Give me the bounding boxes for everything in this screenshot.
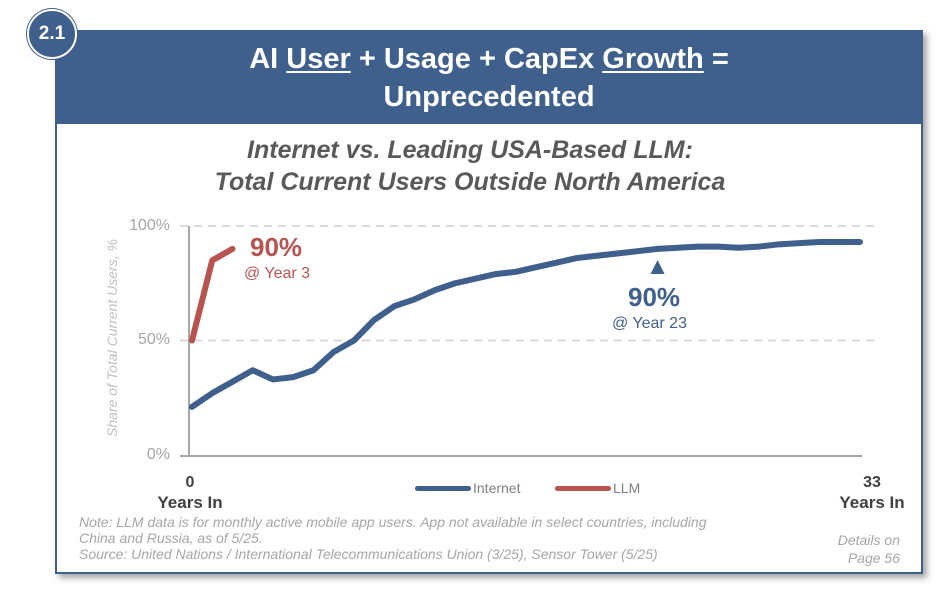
footnote-line: Note: LLM data is for monthly active mob… xyxy=(79,514,707,530)
banner-part-growth: Growth xyxy=(602,43,704,75)
slide-banner: AI User + Usage + CapEx Growth = Unprece… xyxy=(57,32,921,124)
details-line: Details on xyxy=(837,532,900,548)
x-tick-start: 0 Years In xyxy=(140,473,240,513)
legend-item-llm: LLM xyxy=(555,480,640,496)
x-tick-sublabel: Years In xyxy=(157,493,223,512)
x-tick-label: 0 xyxy=(185,474,195,491)
x-tick-end: 33 Years In xyxy=(822,473,922,513)
legend-label: LLM xyxy=(613,480,641,496)
series-line-llm xyxy=(189,245,236,344)
chart-title-line1: Internet vs. Leading USA-Based LLM: xyxy=(247,136,693,164)
x-tick-sublabel: Years In xyxy=(839,493,905,512)
banner-part: + Usage + CapEx xyxy=(350,43,603,75)
internet-annotation-value: 90% xyxy=(628,282,681,312)
section-badge: 2.1 xyxy=(27,9,77,59)
llm-annotation-value: 90% xyxy=(250,232,303,262)
banner-part: = xyxy=(703,43,729,75)
banner-title-line1: AI User + Usage + CapEx Growth = xyxy=(57,40,921,78)
banner-part: AI xyxy=(249,43,287,75)
triangle-up-icon xyxy=(650,260,665,274)
chart-title-line2: Total Current Users Outside North Americ… xyxy=(214,168,726,196)
banner-title-line2: Unprecedented xyxy=(383,81,595,113)
banner-part-user: User xyxy=(286,43,351,75)
legend-swatch-llm xyxy=(555,485,611,491)
llm-annotation-text: @ Year 3 xyxy=(244,265,311,282)
legend-swatch-internet xyxy=(415,485,471,491)
series-line-internet xyxy=(189,239,863,410)
x-tick-label: 33 xyxy=(863,474,881,491)
internet-annotation-text: @ Year 23 xyxy=(612,315,687,332)
footnote-line: China and Russia, as of 5/25. xyxy=(79,530,263,546)
y-tick-label: 0% xyxy=(146,446,170,463)
details-line: Page 56 xyxy=(847,550,900,566)
footnote: Note: LLM data is for monthly active mob… xyxy=(79,514,819,562)
legend-label: Internet xyxy=(473,480,521,496)
legend-item-internet: Internet xyxy=(415,480,520,496)
details-reference: Details on Page 56 xyxy=(800,531,900,567)
y-tick-label: 50% xyxy=(137,331,170,348)
y-tick-label: 100% xyxy=(129,217,170,234)
source-line: Source: United Nations / International T… xyxy=(79,546,658,562)
chart-title: Internet vs. Leading USA-Based LLM: Tota… xyxy=(0,134,940,198)
